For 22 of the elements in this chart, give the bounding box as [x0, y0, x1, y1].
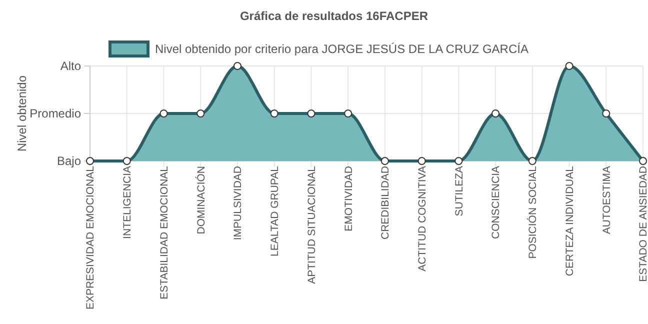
x-tick-label: INTELIGENCIA	[122, 166, 134, 239]
text: Bajo	[56, 154, 82, 168]
legend-label: Nivel obtenido por criterio para JORGE JESÚS DE LA CRUZ GARCÍA	[155, 42, 528, 56]
text: Promedio	[30, 106, 82, 121]
chart-title: Gráfica de resultados 16FACPER	[240, 9, 428, 23]
x-tick-label: AUTOESTIMA	[600, 166, 613, 234]
x-tick-label: ESTABILIDAD EMOCIONAL	[158, 166, 170, 300]
x-tick-label: ACTITUD COGNITIVA	[416, 166, 428, 272]
x-tick-label: ESTADO DE ANSIEDAD	[638, 166, 648, 282]
x-tick-label: EMOTIVIDAD	[342, 166, 355, 232]
x-tick-label: CONSCIENCIA	[490, 166, 502, 239]
x-tick-label: CERTEZA INDIVIDUAL	[564, 166, 576, 276]
x-tick-label: LEALTAD GRUPAL	[269, 166, 282, 256]
text: Alto	[60, 59, 82, 74]
y-axis-title: Nivel obtenido	[15, 75, 29, 152]
x-tick-label: EXPRESIVIDAD EMOCIONAL	[84, 166, 97, 310]
x-tick-label: SUTILEZA	[453, 166, 466, 216]
x-tick-label: IMPULSIVIDAD	[232, 166, 244, 240]
x-tick-label: APTITUD SITUACIONAL	[306, 166, 318, 284]
x-tick-label: DOMINACIÓN	[194, 166, 208, 234]
x-tick-label: POSICIÓN SOCIAL	[526, 166, 540, 259]
x-tick-label: CREDIBILIDAD	[380, 166, 392, 240]
